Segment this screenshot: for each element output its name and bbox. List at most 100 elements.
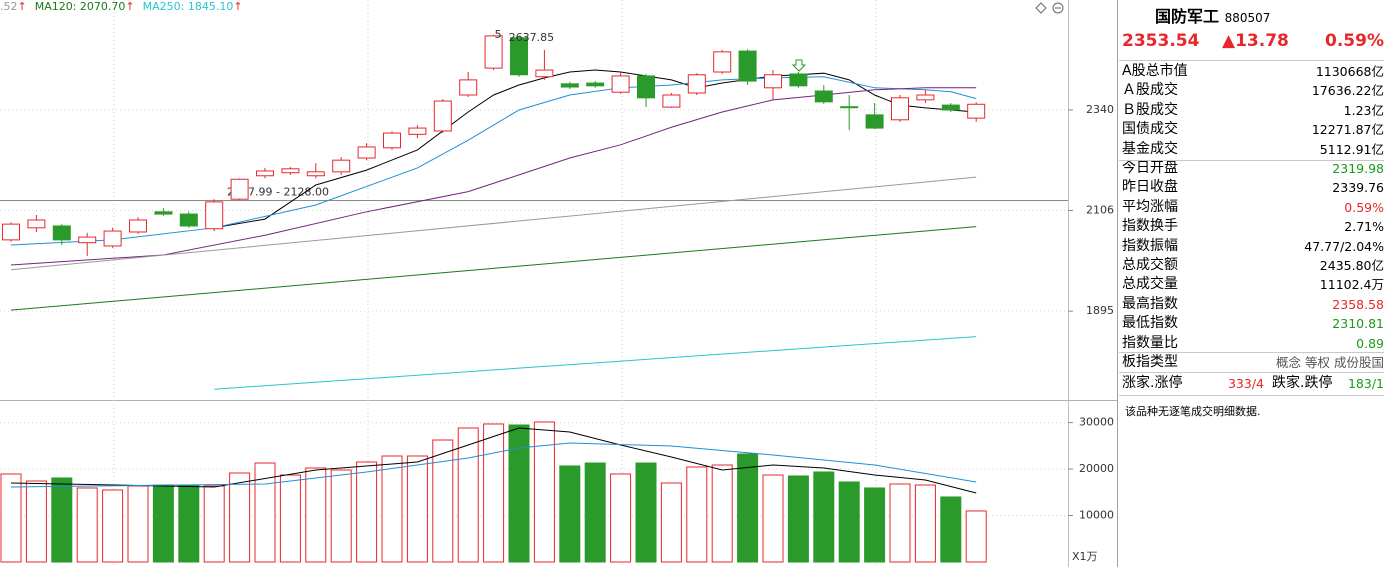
y-tick-label: 10000 — [1079, 509, 1114, 522]
candle-body — [103, 230, 122, 247]
ma-line — [10, 176, 977, 271]
stat-row: 昨日收盘 2339.76 — [1122, 178, 1384, 197]
stat-label: 今日开盘 — [1122, 160, 1178, 176]
stat-row: 总成交量 11102.4万 — [1122, 275, 1384, 294]
ma-line — [214, 69, 977, 229]
stat-value: 47.77/2.04% — [1304, 238, 1384, 254]
candle-body — [941, 104, 960, 111]
stat-label: 最低指数 — [1122, 315, 1178, 332]
stat-value: 2339.76 — [1332, 180, 1384, 196]
volume-bar — [254, 462, 276, 563]
stat-row: 指数量比 0.89 — [1122, 334, 1384, 353]
diamond-icon[interactable] — [1035, 2, 1047, 14]
volume-bar — [381, 455, 403, 563]
stat-label: 昨日收盘 — [1122, 179, 1178, 196]
candle-body — [713, 51, 732, 73]
volume-bar — [610, 473, 632, 563]
stat-row: 最高指数 2358.58 — [1122, 295, 1384, 314]
candle-body — [256, 170, 274, 177]
candle-body — [611, 75, 630, 93]
volume-bar — [711, 464, 733, 563]
stat-label: 总成交量 — [1122, 276, 1178, 293]
volume-bar — [508, 424, 530, 563]
stat-value: 1.23亿 — [1343, 102, 1384, 118]
change-pct: 0.59% — [1325, 31, 1384, 51]
down-label: 跌家.跌停 — [1272, 375, 1333, 391]
stat-label: 指数量比 — [1122, 334, 1178, 351]
candle-body — [129, 219, 147, 233]
candle-body — [383, 132, 401, 149]
stat-row: 今日开盘 2319.98 — [1122, 159, 1384, 178]
stat-value: 1130668亿 — [1315, 64, 1384, 79]
zoom-icon[interactable] — [1052, 2, 1064, 14]
separator — [1119, 395, 1384, 396]
legend-arrow: ↑ — [18, 0, 27, 13]
stat-row: 国债成交 12271.87亿 — [1122, 120, 1384, 139]
stat-row: 基金成交 5112.91亿 — [1122, 140, 1384, 159]
volume-bar — [660, 482, 682, 563]
candle-body — [205, 201, 224, 230]
price: 2353.54 — [1122, 31, 1200, 51]
stat-row: 指数换手 2.71% — [1122, 217, 1384, 236]
stat-label: 总成交额 — [1122, 257, 1178, 273]
candle-body — [560, 83, 579, 88]
legend: .52↑ MA120: 2070.70↑ MA250: 1845.10↑ — [0, 0, 243, 13]
candle-body — [891, 97, 909, 121]
ma-line — [10, 87, 977, 266]
candle-body — [52, 225, 71, 241]
volume-bar — [178, 484, 200, 563]
legend-arrow: ↑ — [125, 0, 134, 13]
candle-body — [2, 223, 20, 241]
stat-label: 国债成交 — [1122, 121, 1178, 138]
signal-arrow — [791, 59, 807, 72]
separator — [1119, 352, 1384, 353]
stat-label: 板指类型 — [1122, 354, 1178, 370]
candle-body — [78, 236, 97, 244]
candle-body — [967, 103, 986, 119]
breadth-row: 涨家.涨停 333/4 跌家.跌停 183/1 — [1122, 374, 1384, 393]
stat-value: 5112.91亿 — [1319, 141, 1384, 157]
volume-bar — [152, 484, 174, 563]
candle-body — [535, 69, 554, 78]
stat-value: 12271.87亿 — [1311, 122, 1384, 138]
stat-label: 指数换手 — [1122, 218, 1178, 235]
name: 国防军工 — [1155, 7, 1220, 26]
quote-row: 2353.54 ▲13.78 0.59% — [1122, 31, 1384, 53]
max-label: 2637.85 — [509, 31, 554, 44]
stat-row: A股总市值 1130668亿 — [1122, 62, 1384, 81]
candle-body — [637, 75, 655, 99]
candle-body — [916, 94, 935, 101]
change: ▲13.78 — [1222, 31, 1289, 51]
volume-bar — [457, 427, 479, 563]
legend-label: .52 — [0, 0, 18, 13]
volume-bar — [279, 474, 301, 563]
stat-row: 总成交额 2435.80亿 — [1122, 256, 1384, 275]
ma-line — [10, 226, 977, 311]
volume-bar — [965, 510, 987, 563]
stat-label: A股总市值 — [1122, 63, 1188, 79]
stat-row: 最低指数 2310.81 — [1122, 314, 1384, 333]
volume-bar — [889, 483, 911, 563]
volume-bar — [635, 462, 657, 563]
separator — [1119, 160, 1384, 161]
stat-value: 2.71% — [1344, 219, 1384, 235]
candle-body — [332, 159, 351, 173]
stat-value: 2435.80亿 — [1319, 258, 1384, 273]
volume-bar — [51, 477, 73, 563]
volume-bar — [25, 480, 47, 563]
candle-body — [586, 82, 605, 87]
y-tick-label: 2106 — [1086, 203, 1114, 216]
volume-bar — [76, 487, 98, 563]
y-tick-label: 20000 — [1079, 462, 1114, 475]
volume-bar — [686, 466, 708, 563]
volume-bar — [787, 475, 809, 563]
note: 该品种无逐笔成交明细数据. — [1125, 405, 1261, 418]
legend-label: MA120: 2070.70 — [35, 0, 126, 13]
candle-body — [662, 94, 681, 108]
stat-value: 概念 等权 成份股国 — [1276, 355, 1384, 370]
stat-row: Ａ股成交 17636.22亿 — [1122, 81, 1384, 100]
candle-body — [738, 50, 757, 82]
candle-body — [154, 211, 173, 215]
separator — [1119, 60, 1384, 61]
toolbar-icons[interactable] — [1035, 2, 1064, 14]
